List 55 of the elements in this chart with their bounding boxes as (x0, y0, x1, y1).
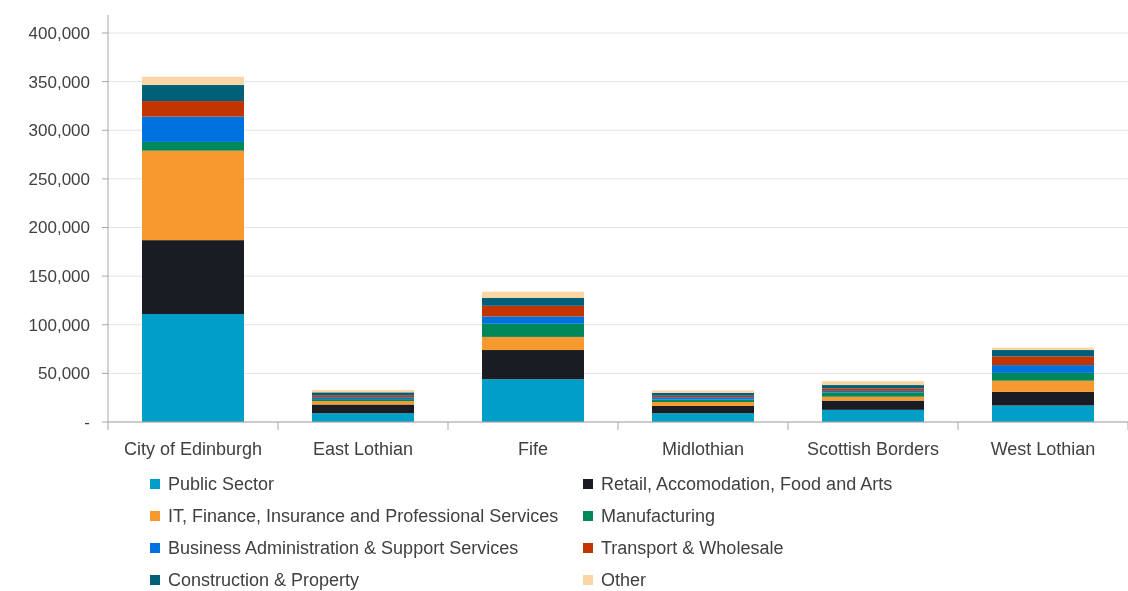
bar (482, 323, 584, 337)
bar (822, 396, 924, 401)
legend-label: Retail, Accomodation, Food and Arts (601, 474, 893, 495)
bar (312, 413, 414, 422)
bar (482, 350, 584, 380)
bar (142, 141, 244, 151)
legend-label: IT, Finance, Insurance and Professional Services (168, 506, 559, 527)
bar (652, 405, 754, 414)
y-tick-label: 200,000 (28, 218, 90, 238)
bar (992, 380, 1094, 392)
legend-label: Construction & Property (168, 570, 360, 591)
bar (992, 350, 1094, 357)
bar (142, 314, 244, 422)
bar (992, 405, 1094, 422)
bar (142, 150, 244, 241)
bar (482, 316, 584, 324)
bar (822, 400, 924, 410)
bar (482, 291, 584, 299)
bar (312, 404, 414, 414)
x-tick-label: City of Edinburgh (123, 439, 263, 459)
bar (482, 305, 584, 317)
y-tick-label: 400,000 (28, 23, 90, 43)
bar (142, 240, 244, 315)
y-tick-label: - (84, 412, 90, 432)
x-tick-label: Scottish Borders (806, 439, 940, 459)
bar (992, 372, 1094, 381)
bar (142, 116, 244, 142)
x-tick-label: East Lothian (312, 439, 414, 459)
x-tick-label: West Lothian (990, 439, 1096, 459)
y-tick-label: 300,000 (28, 121, 90, 141)
bar (482, 336, 584, 351)
bar (822, 381, 924, 386)
legend-label: Other (601, 570, 647, 591)
bar (992, 365, 1094, 373)
legend-label: Public Sector (168, 474, 275, 495)
x-tick-label: Midlothian (661, 439, 745, 459)
bar (992, 391, 1094, 406)
legend-label: Manufacturing (601, 506, 716, 527)
legend-label: Transport & Wholesale (601, 538, 784, 559)
bar (142, 76, 244, 86)
bar (652, 413, 754, 422)
bar (992, 356, 1094, 366)
y-tick-label: 250,000 (28, 169, 90, 189)
bar (822, 409, 924, 422)
bar (142, 85, 244, 102)
y-tick-label: 150,000 (28, 267, 90, 287)
y-tick-label: 50,000 (38, 364, 90, 384)
bar (482, 379, 584, 422)
legend-label: Business Administration & Support Services (168, 538, 519, 559)
y-tick-label: 350,000 (28, 72, 90, 92)
bar (142, 101, 244, 117)
bar (482, 298, 584, 306)
y-tick-label: 100,000 (28, 315, 90, 335)
x-tick-label: Fife (517, 439, 549, 459)
bar (822, 392, 924, 397)
